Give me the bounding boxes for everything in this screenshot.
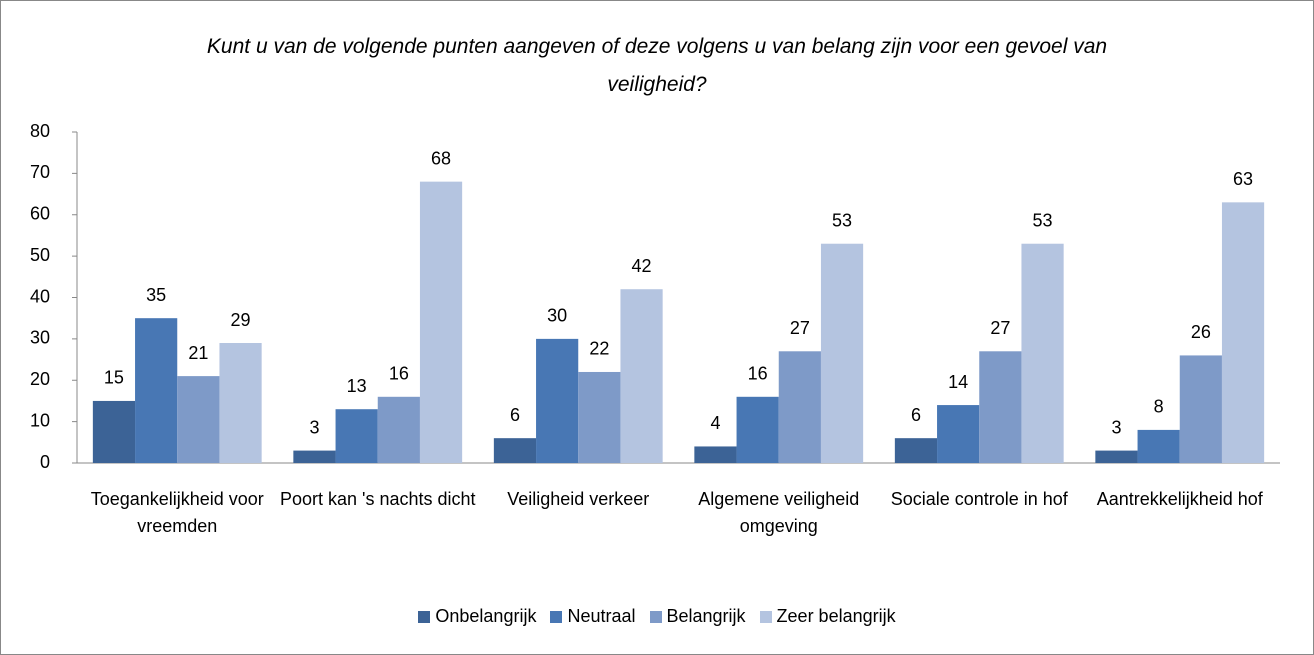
x-tick-label: Toegankelijkheid voor vreemden [90,489,264,536]
data-label: 26 [1191,322,1211,342]
data-label: 16 [748,364,768,384]
bar [1137,429,1180,463]
bar [894,438,938,463]
bar [335,409,378,463]
y-tick-label: 70 [30,162,50,182]
data-label: 3 [309,417,319,437]
data-label: 35 [146,285,166,305]
data-label: 27 [990,318,1010,338]
legend-swatch [550,610,563,623]
data-label: 53 [832,210,852,230]
bar [694,446,737,463]
bar [177,376,220,463]
legend-label: Belangrijk [666,606,746,626]
bar [1021,243,1064,463]
y-tick-label: 20 [30,369,50,389]
y-tick-label: 0 [40,452,50,472]
data-label: 6 [510,405,520,425]
data-label: 4 [710,413,720,433]
bar [820,243,864,463]
bar [92,400,136,463]
bar [219,343,262,463]
legend-label: Onbelangrijk [435,606,537,626]
data-label: 27 [790,318,810,338]
y-tick-label: 40 [30,286,50,306]
data-label: 68 [431,148,451,168]
bar [419,181,463,463]
legend-item: Zeer belangrijk [759,606,896,627]
data-label: 22 [589,339,609,359]
x-tick-label: Algemene veiligheid omgeving [698,489,860,536]
legend-item: Neutraal [550,606,636,627]
data-label: 14 [948,372,968,392]
bar [493,438,537,463]
data-label: 3 [1111,417,1121,437]
y-tick-label: 10 [30,410,50,430]
chart-title: Kunt u van de volgende punten aangeven o… [206,35,1108,96]
bar [536,338,579,463]
legend-item: Belangrijk [649,606,746,627]
y-tick-label: 60 [30,204,50,224]
bar [979,351,1022,463]
data-label: 53 [1033,210,1053,230]
x-tick-label: Sociale controle in hof [890,489,1068,509]
data-label: 15 [104,368,124,388]
legend-swatch [649,610,662,623]
y-tick-label: 50 [30,245,50,265]
bar [293,450,336,463]
data-label: 21 [188,343,208,363]
bar [377,396,420,463]
y-tick-label: 80 [30,121,50,141]
x-tick-label: Veiligheid verkeer [507,489,650,509]
bar [620,289,663,463]
bar [937,405,980,463]
data-label: 63 [1233,169,1253,189]
data-label: 30 [547,306,567,326]
x-tick-label: Aantrekkelijkheid hof [1096,489,1263,509]
bar [578,371,621,463]
bar [1221,202,1265,463]
bar [778,351,821,463]
legend-label: Zeer belangrijk [776,606,896,626]
data-label: 6 [911,405,921,425]
bar [1095,450,1138,463]
bar [1179,355,1222,463]
legend-swatch [759,610,772,623]
y-tick-label: 30 [30,328,50,348]
data-label: 42 [632,256,652,276]
legend-label: Neutraal [567,606,636,626]
x-tick-label: Poort kan 's nachts dicht [279,489,476,509]
legend-swatch [418,610,431,623]
legend-item: Onbelangrijk [418,606,536,627]
data-label: 29 [231,310,251,330]
bar [736,396,779,463]
data-label: 8 [1154,397,1164,417]
data-label: 16 [389,364,409,384]
data-label: 13 [347,376,367,396]
bar [135,318,178,463]
legend: Onbelangrijk Neutraal Belangrijk Zeer belan… [0,606,1314,627]
